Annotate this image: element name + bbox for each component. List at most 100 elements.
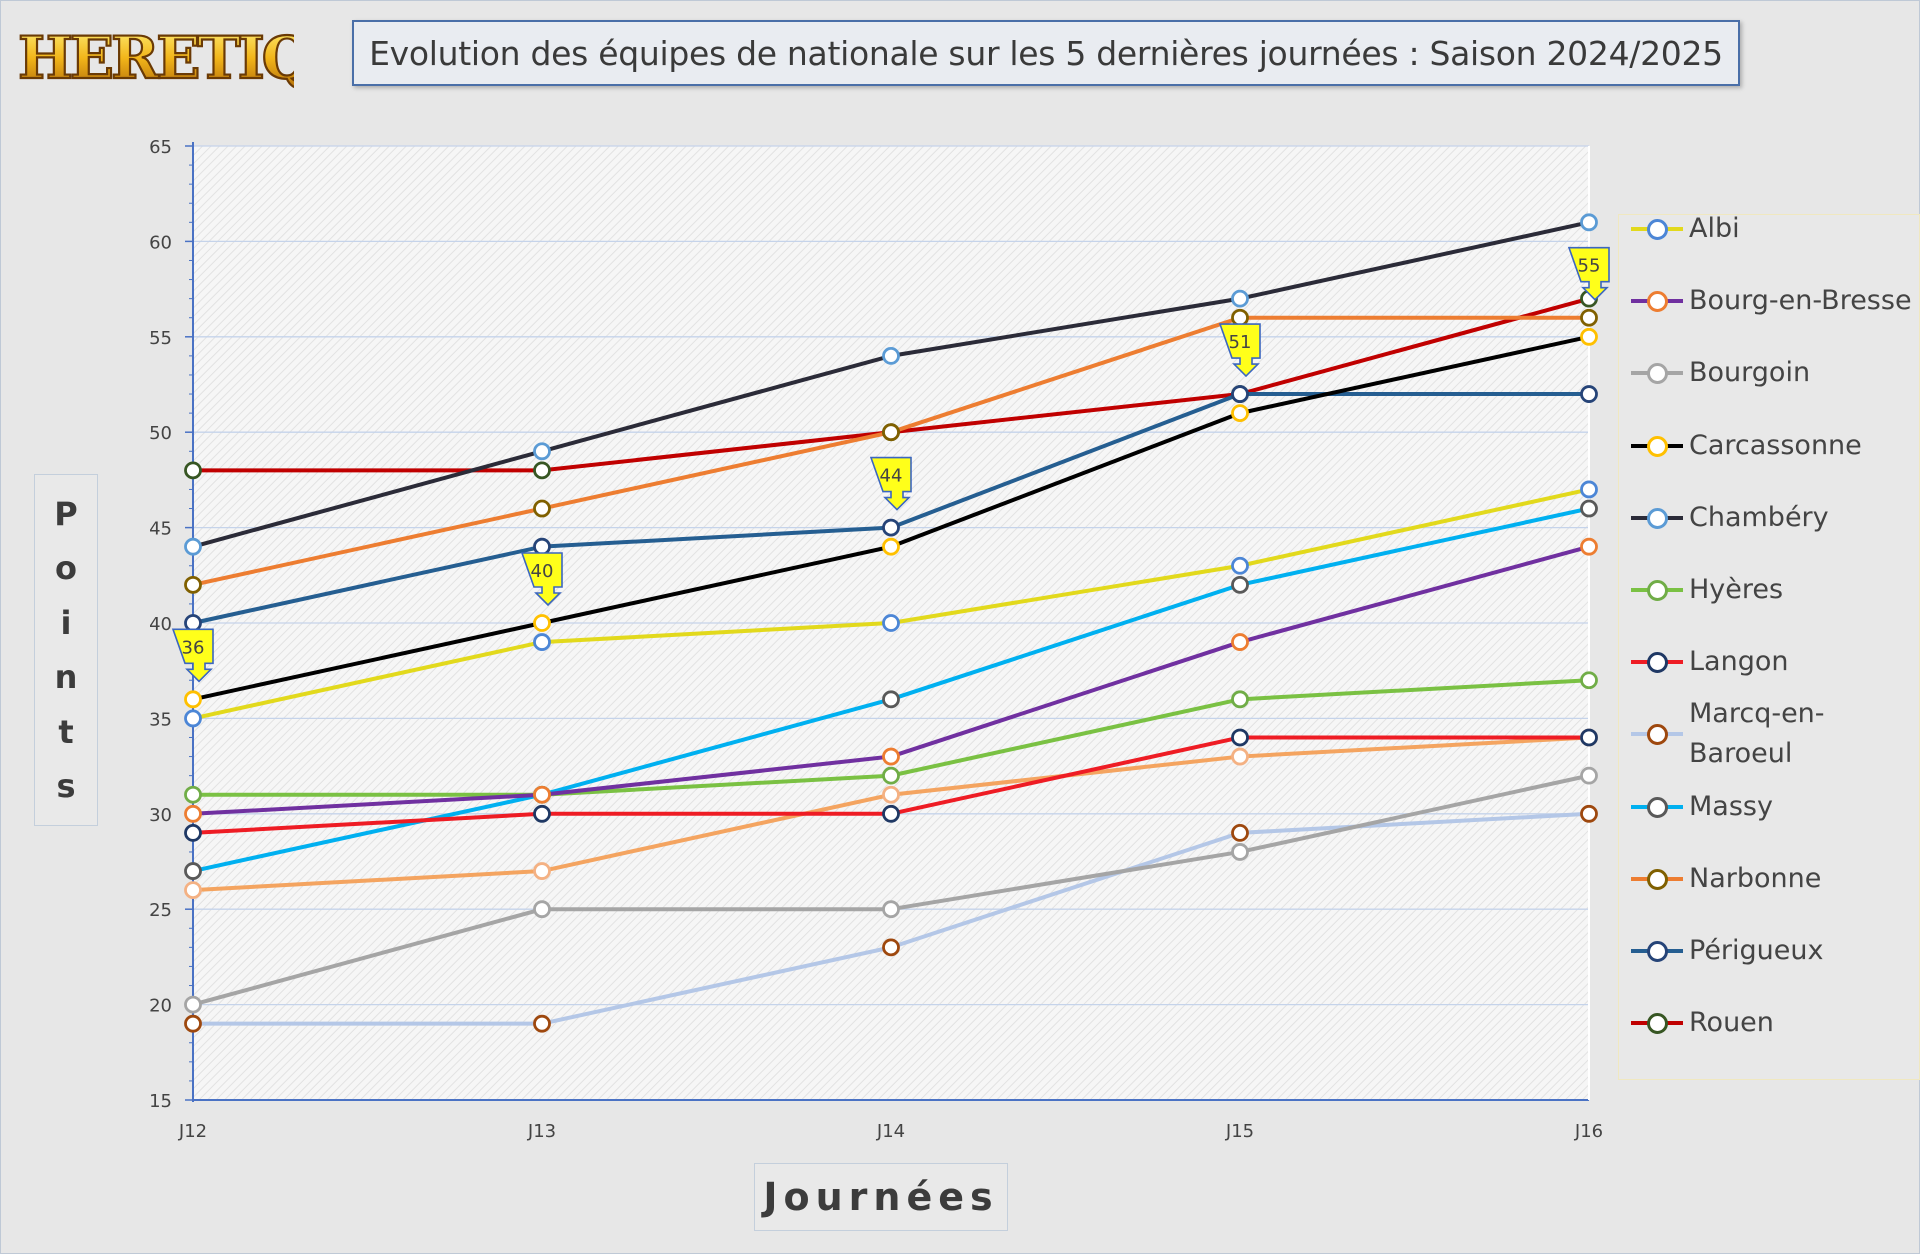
x-tick-labels: J12 J13 J14 J15 J16 — [178, 1121, 1603, 1142]
data-point — [533, 461, 551, 480]
legend-item: Massy — [1631, 787, 1915, 827]
data-point — [882, 804, 900, 823]
data-point — [533, 900, 551, 919]
legend-label: Bourgoin — [1689, 357, 1811, 389]
data-point — [533, 633, 551, 651]
x-tick-label: J14 — [876, 1121, 905, 1142]
y-axis-title-letter: n — [54, 658, 78, 697]
legend-item: Narbonne — [1631, 859, 1915, 899]
legend-item: Hyères — [1631, 570, 1915, 610]
y-axis-title-letter: t — [58, 712, 74, 751]
data-point — [184, 461, 202, 480]
callout-label: 55 — [1578, 256, 1601, 277]
data-point — [184, 881, 202, 900]
y-axis-title-letter: P — [54, 494, 78, 533]
data-point — [533, 537, 551, 556]
y-tick-label: 50 — [149, 423, 172, 444]
data-point — [1231, 556, 1249, 575]
data-point — [1231, 404, 1249, 423]
legend-swatch — [1631, 650, 1683, 674]
data-point — [882, 785, 900, 804]
data-point — [1231, 289, 1249, 308]
legend-label: Marcq-en-Baroeul — [1689, 698, 1825, 770]
data-point — [533, 804, 551, 823]
data-point — [882, 690, 900, 709]
legend-item: Bourg-en-Bresse — [1631, 281, 1915, 321]
data-point — [184, 804, 202, 823]
logo-text: HERETIQUES — [18, 24, 294, 92]
legend-swatch — [1631, 1011, 1683, 1035]
data-point — [1580, 537, 1598, 556]
legend-label: Massy — [1689, 790, 1773, 822]
legend-swatch — [1631, 361, 1683, 385]
data-point — [882, 518, 900, 537]
legend-swatch — [1631, 722, 1683, 746]
data-point — [882, 747, 900, 766]
legend-item: Carcassonne — [1631, 426, 1915, 466]
data-point — [1580, 480, 1598, 499]
legend-label: Albi — [1689, 213, 1740, 244]
legend-swatch — [1631, 434, 1683, 458]
legend-swatch — [1631, 795, 1683, 819]
y-axis-title-letter: i — [60, 603, 72, 642]
data-point — [1231, 747, 1249, 766]
x-tick-label: J15 — [1225, 1121, 1254, 1142]
data-point — [184, 575, 202, 594]
data-point — [184, 690, 202, 709]
data-point — [533, 1014, 551, 1033]
heretiques-logo: HERETIQUES — [17, 23, 294, 93]
data-point — [1580, 728, 1598, 747]
data-point — [1231, 308, 1249, 327]
legend-label: Carcassonne — [1689, 429, 1862, 461]
x-axis-title: Journées — [763, 1175, 999, 1219]
data-point — [1580, 804, 1598, 823]
legend-item: Marcq-en-Baroeul — [1631, 698, 1915, 769]
legend-label: Langon — [1689, 646, 1789, 678]
legend-item: Bourgoin — [1631, 353, 1915, 393]
legend-item: Périgueux — [1631, 931, 1915, 971]
chart-title: Evolution des équipes de nationale sur l… — [369, 33, 1723, 73]
data-point — [1231, 575, 1249, 594]
legend-label: Hyères — [1689, 574, 1784, 605]
data-point — [1580, 671, 1598, 690]
data-point — [184, 823, 202, 842]
callout-shape — [520, 552, 563, 607]
callout-shape — [1218, 323, 1261, 378]
data-point — [1231, 728, 1249, 747]
data-callouts: 36 40 44 51 55 — [171, 246, 1610, 683]
data-point — [1580, 766, 1598, 785]
data-point — [184, 862, 202, 880]
data-point — [533, 785, 551, 804]
y-tick-label: 65 — [149, 137, 172, 158]
callout-shape — [869, 456, 912, 511]
y-tick-label: 15 — [149, 1091, 172, 1112]
data-point — [882, 537, 900, 556]
callout-shape — [171, 628, 214, 683]
x-tick-label: J16 — [1574, 1121, 1603, 1142]
x-tick-label: J12 — [178, 1121, 207, 1142]
legend-swatch — [1631, 217, 1683, 241]
legend-item: Chambéry — [1631, 498, 1915, 538]
callout-shape — [1567, 246, 1610, 301]
data-point — [882, 346, 900, 365]
legend-swatch — [1631, 939, 1683, 963]
data-point — [1231, 385, 1249, 403]
callout-label: 51 — [1229, 332, 1252, 353]
legend-item: Rouen — [1631, 1003, 1915, 1043]
legend-item: Albi — [1631, 209, 1915, 249]
data-point — [184, 995, 202, 1014]
legend-swatch — [1631, 289, 1683, 313]
y-tick-label: 20 — [149, 996, 172, 1017]
callout-label: 44 — [880, 466, 903, 487]
y-tick-label: 55 — [149, 328, 172, 349]
y-tick-labels: 15 20 25 30 35 40 45 50 55 60 65 — [149, 137, 172, 1112]
data-point — [1580, 213, 1598, 232]
y-tick-label: 40 — [149, 614, 172, 635]
legend: Albi Bourg-en-Bresse Bourgoin Carcassonne Ch… — [1618, 213, 1920, 1080]
data-point — [533, 614, 551, 632]
y-tick-label: 45 — [149, 519, 172, 540]
data-point — [1231, 690, 1249, 709]
data-point — [1231, 843, 1249, 861]
